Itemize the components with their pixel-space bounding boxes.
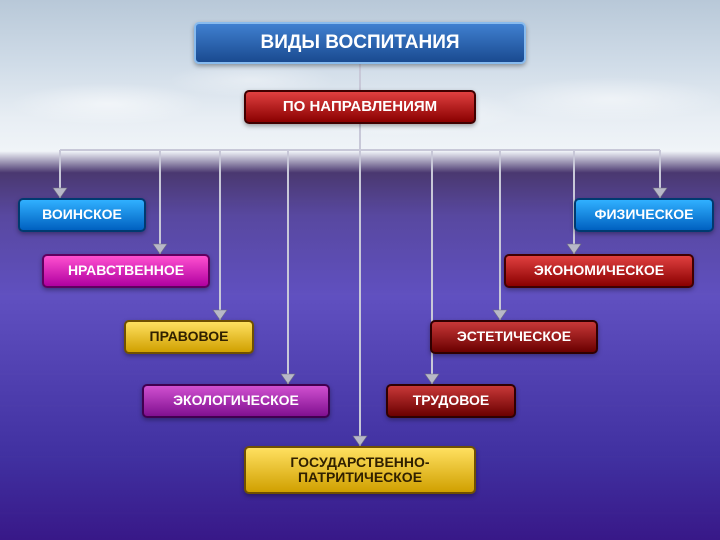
title-box: ВИДЫ ВОСПИТАНИЯ — [194, 22, 526, 64]
branch-box-0: ВОИНСКОЕ — [18, 198, 146, 232]
branch-box-7: ТРУДОВОЕ — [386, 384, 516, 418]
branch-box-3: ЭКОНОМИЧЕСКОЕ — [504, 254, 694, 288]
branch-box-1: ФИЗИЧЕСКОЕ — [574, 198, 714, 232]
branch-box-6: ЭКОЛОГИЧЕСКОЕ — [142, 384, 330, 418]
branch-box-2: НРАВСТВЕННОЕ — [42, 254, 210, 288]
branch-box-5: ЭСТЕТИЧЕСКОЕ — [430, 320, 598, 354]
branch-box-8: ГОСУДАРСТВЕННО- ПАТРИТИЧЕСКОЕ — [244, 446, 476, 494]
branch-box-4: ПРАВОВОЕ — [124, 320, 254, 354]
subtitle-box: ПО НАПРАВЛЕНИЯМ — [244, 90, 476, 124]
